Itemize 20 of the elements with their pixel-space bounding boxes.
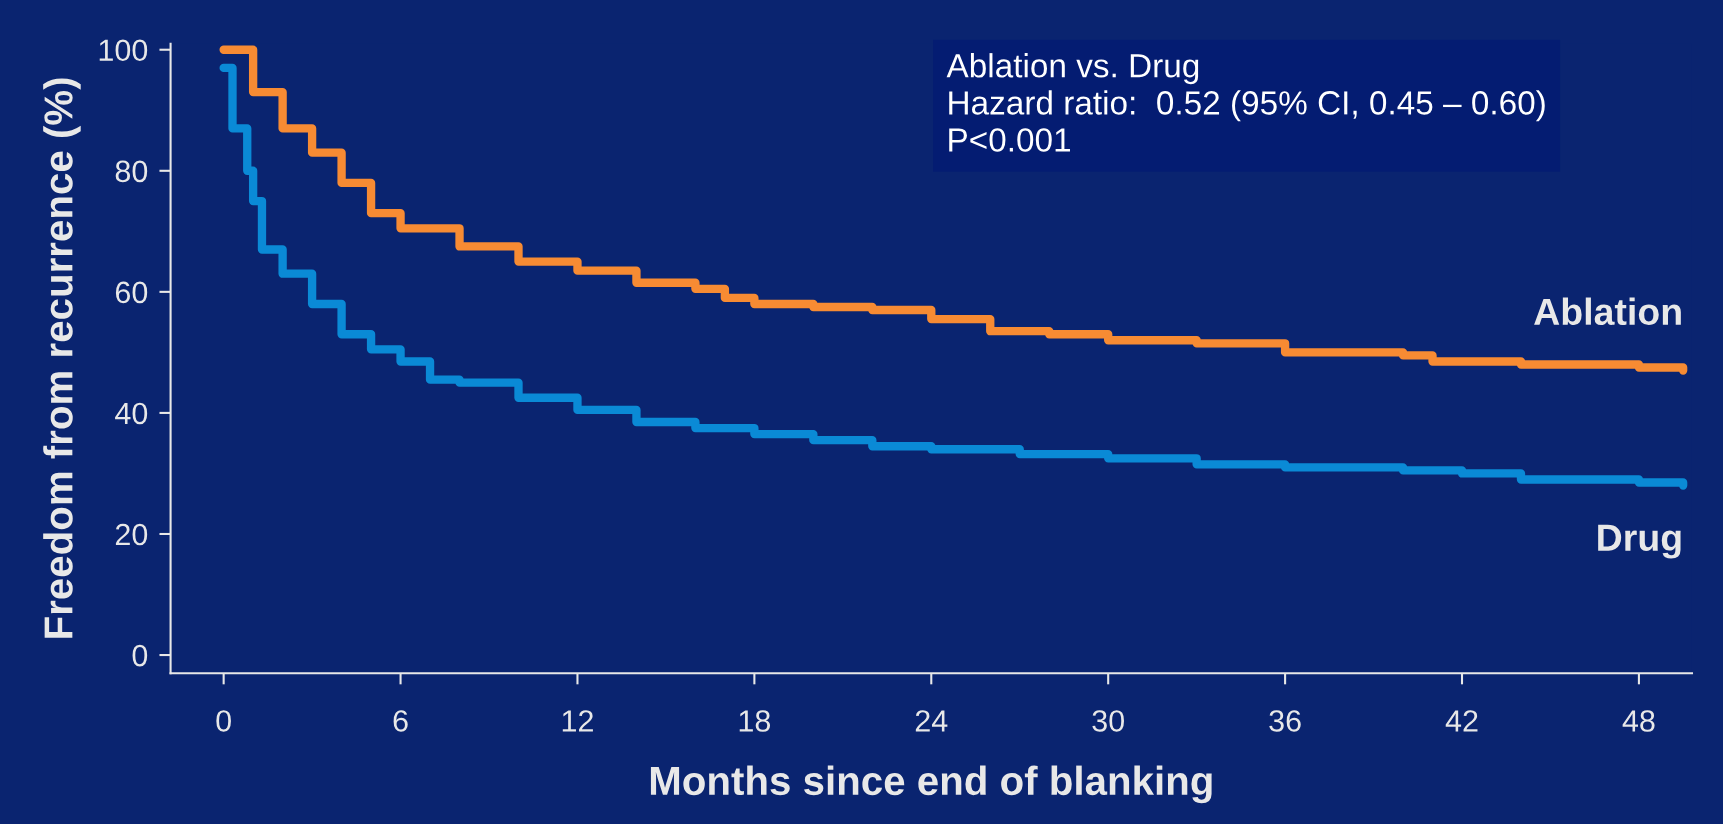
y-tick-label: 80 (115, 160, 148, 183)
series-label: Ablation (1534, 297, 1681, 326)
series-label: Drug (1598, 524, 1681, 559)
x-tick-label: 24 (915, 710, 948, 732)
y-tick-label: 20 (115, 523, 148, 546)
x-tick-label: 12 (562, 710, 593, 732)
y-tick-label: 60 (115, 281, 148, 304)
annotation: Ablation vs. Drug Hazard ratio: 0.52 (95% CI, 0.45 – 0.60) P<0.001 (946, 53, 1545, 152)
x-tick-label: 48 (1622, 710, 1655, 732)
x-tick-label: 36 (1269, 710, 1301, 732)
x-axis-title: Months since end of blanking (650, 765, 1212, 804)
x-tick-label: 6 (393, 710, 408, 732)
x-tick-label: 0 (216, 710, 231, 732)
x-tick-label: 30 (1092, 710, 1124, 732)
x-tick-label: 18 (739, 710, 771, 732)
y-tick-label: 0 (132, 644, 148, 667)
y-tick-label: 40 (115, 402, 148, 425)
y-tick-label: 100 (99, 39, 148, 62)
x-tick-label: 42 (1445, 710, 1478, 732)
y-axis-title: Freedom from recurrence (%) (43, 78, 81, 638)
